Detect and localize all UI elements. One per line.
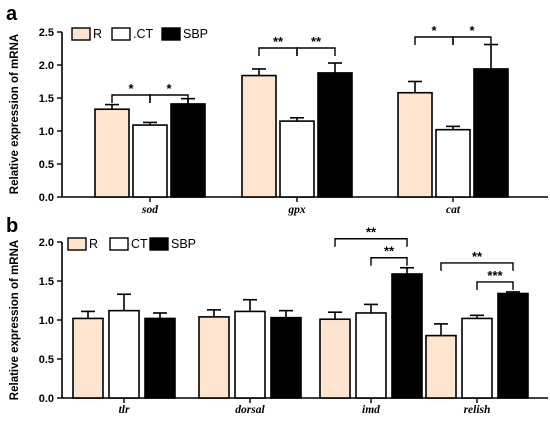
y-tick-label: 2.0 — [39, 237, 54, 249]
bar-R-imd — [319, 318, 351, 399]
chart-panel-a: a Relative expression of mRNA 0.0 0.5 1.0 1.5… — [6, 3, 548, 216]
category-label-imd: imd — [362, 404, 380, 416]
significance-bracket — [452, 36, 492, 45]
legend-label-R: R — [89, 237, 98, 251]
y-tick-label: 0.0 — [39, 192, 54, 204]
legend-label-SBP: SBP — [183, 27, 208, 41]
bar-R-tlr — [72, 317, 104, 399]
panel-letter: a — [6, 3, 18, 25]
legend-swatch-SBP — [161, 27, 181, 41]
category-label-cat: cat — [446, 204, 461, 216]
bar-CT-cat — [435, 128, 471, 198]
significance-label: ** — [472, 249, 483, 264]
significance-label: * — [431, 23, 437, 38]
bar-SBP-gpx — [317, 72, 353, 198]
bar-SBP-cat — [473, 68, 509, 198]
significance-bracket — [476, 281, 514, 290]
y-tick-label: 2.5 — [39, 27, 54, 39]
bar-SBP-tlr — [144, 317, 176, 399]
significance-label: ** — [311, 34, 322, 49]
legend-swatch-CT — [111, 27, 131, 41]
significance-label: ** — [366, 225, 377, 240]
panel-letter: b — [6, 215, 18, 237]
bar-CT-relish — [461, 317, 493, 399]
bar-R-gpx — [241, 74, 277, 198]
significance-label: ** — [273, 34, 284, 49]
significance-bracket — [258, 47, 298, 56]
chart-panel-b: b Relative expression of mRNA 0.0 0.5 1.0 1.5… — [6, 215, 548, 416]
significance-bracket — [334, 238, 408, 247]
bar-R-cat — [397, 91, 433, 198]
bar-CT-dorsal — [234, 310, 266, 399]
bar-CT-imd — [355, 312, 387, 399]
bar-CT-tlr — [108, 309, 140, 399]
legend-swatch-R — [67, 237, 87, 251]
y-tick-label: 2.0 — [39, 60, 54, 72]
significance-label: ** — [384, 244, 395, 259]
y-tick-label: 1.5 — [39, 93, 54, 105]
y-tick-label: 0.5 — [39, 159, 54, 171]
legend-label-SBP: SBP — [171, 237, 196, 251]
significance-label: *** — [487, 268, 503, 283]
category-label-dorsal: dorsal — [235, 404, 265, 416]
significance-bracket — [440, 262, 514, 271]
significance-label: * — [166, 81, 172, 96]
y-tick-label: 1.0 — [39, 315, 54, 327]
significance-label: * — [469, 23, 475, 38]
category-label-gpx: gpx — [287, 204, 306, 216]
legend-swatch-R — [71, 27, 91, 41]
y-tick-label: 0.0 — [39, 393, 54, 405]
bar-CT-gpx — [279, 120, 315, 198]
significance-bracket — [149, 94, 189, 103]
significance-bracket — [370, 257, 408, 266]
y-tick-label: 0.5 — [39, 354, 54, 366]
bar-SBP-relish — [497, 292, 529, 399]
bar-R-sod — [94, 108, 130, 198]
bar-SBP-imd — [391, 273, 423, 399]
significance-label: * — [128, 81, 134, 96]
legend-label-CT: .CT — [133, 27, 154, 41]
y-tick-label: 1.5 — [39, 276, 54, 288]
bar-R-relish — [425, 334, 457, 399]
y-axis-label: Relative expression of mRNA — [9, 240, 21, 400]
legend-label-CT: CT — [131, 237, 148, 251]
legend-label-R: R — [93, 27, 102, 41]
category-label-sod: sod — [141, 204, 158, 216]
significance-bracket — [414, 36, 454, 45]
significance-bracket — [111, 94, 151, 103]
bar-CT-sod — [132, 124, 168, 198]
bar-R-dorsal — [198, 316, 230, 399]
legend-swatch-SBP — [149, 237, 169, 251]
bar-SBP-sod — [170, 103, 206, 198]
legend-swatch-CT — [109, 237, 129, 251]
category-label-tlr: tlr — [119, 404, 130, 416]
y-tick-label: 1.0 — [39, 126, 54, 138]
y-axis-label: Relative expression of mRNA — [9, 34, 21, 194]
significance-bracket — [296, 47, 336, 56]
category-label-relish: relish — [464, 404, 491, 416]
bar-SBP-dorsal — [270, 316, 302, 399]
